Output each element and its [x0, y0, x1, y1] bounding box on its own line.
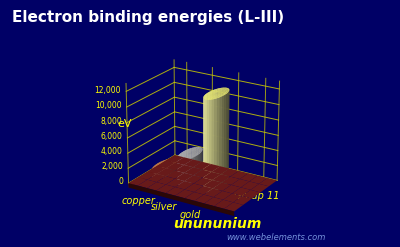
Text: Electron binding energies (L-III): Electron binding energies (L-III) — [12, 10, 284, 25]
Text: www.webelements.com: www.webelements.com — [227, 233, 326, 242]
